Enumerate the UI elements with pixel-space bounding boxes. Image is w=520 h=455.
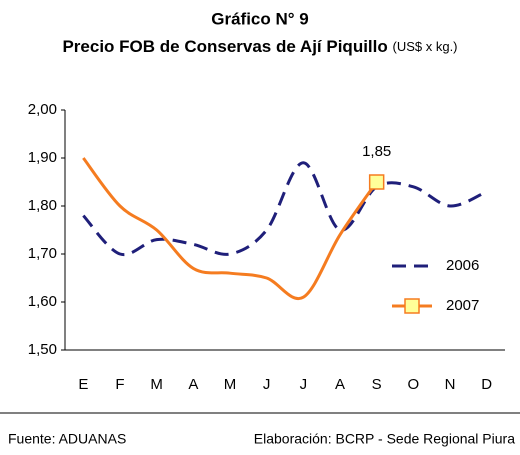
y-tick-label: 1,50 (28, 341, 57, 358)
series-line (82, 157, 378, 301)
point-marker (368, 174, 385, 190)
y-tick-label: 2,00 (28, 101, 57, 118)
series-line (82, 161, 488, 257)
x-tick-label: O (407, 376, 419, 393)
source: Fuente: ADUANAS (8, 431, 126, 447)
legend-marker (404, 298, 420, 314)
x-tick-label: J (263, 376, 271, 393)
y-tick-label: 1,70 (28, 245, 57, 262)
x-tick-label: M (224, 376, 237, 393)
subtitle: Precio FOB de Conservas de Ají Piquillo (62, 37, 387, 56)
y-tick-label: 1,60 (28, 293, 57, 310)
x-tick-label: A (335, 376, 345, 393)
unit: (US$ x kg.) (393, 39, 458, 54)
credit: Elaboración: BCRP - Sede Regional Piura (254, 431, 515, 447)
x-tick-label: D (481, 376, 492, 393)
y-tick-label: 1,90 (28, 149, 57, 166)
legend-label: 2006 (446, 257, 479, 274)
x-tick-label: F (115, 376, 124, 393)
x-tick-label: A (188, 376, 198, 393)
chart-subtitle: Precio FOB de Conservas de Ají Piquillo … (62, 37, 457, 56)
y-tick-label: 1,80 (28, 197, 57, 214)
x-tick-label: M (150, 376, 163, 393)
x-tick-label: S (372, 376, 382, 393)
x-tick-label: E (78, 376, 88, 393)
value-label: 1,85 (362, 143, 391, 160)
x-tick-label: N (445, 376, 456, 393)
chart-title: Gráfico N° 9 (211, 9, 309, 28)
x-tick-label: J (300, 376, 308, 393)
legend-label: 2007 (446, 297, 479, 314)
